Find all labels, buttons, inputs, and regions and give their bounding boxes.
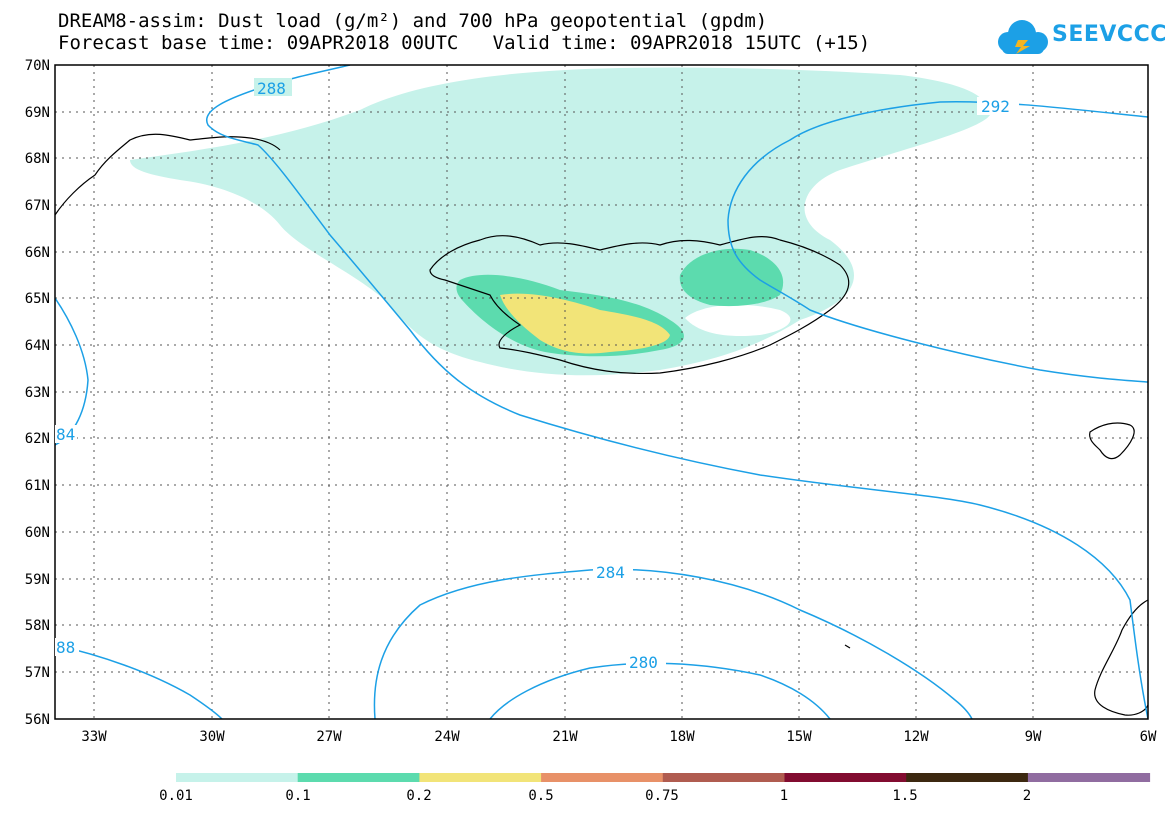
contour-label-280: 280 (629, 653, 658, 672)
legend-label: 0.75 (645, 788, 679, 804)
legend-labels: 0.01 0.1 0.2 0.5 0.75 1 1.5 2 (159, 788, 1031, 804)
iceland-coast (429, 235, 850, 375)
legend-swatch (297, 773, 420, 782)
legend-label: 2 (1023, 788, 1031, 804)
lon-label: 30W (199, 729, 225, 745)
lat-label: 57N (25, 665, 50, 681)
lon-label: 12W (903, 729, 929, 745)
legend-label: 0.5 (528, 788, 553, 804)
legend-swatch (176, 773, 299, 782)
contour-288 (205, 65, 1148, 719)
lat-label: 65N (25, 291, 50, 307)
legend-label: 0.2 (406, 788, 431, 804)
contour-label-284: 284 (596, 563, 625, 582)
legend-swatch (419, 773, 542, 782)
lat-label: 62N (25, 431, 50, 447)
lat-label: 63N (25, 385, 50, 401)
lon-label: 24W (434, 729, 460, 745)
map-plot-area (55, 65, 1148, 719)
lat-axis: 70N 69N 68N 67N 66N 65N 64N 63N 62N 61N … (25, 58, 50, 728)
lat-label: 59N (25, 572, 50, 588)
contour-labels: 288 292 84 284 280 88 (55, 78, 1019, 672)
lon-label: 6W (1140, 729, 1157, 745)
lat-label: 61N (25, 478, 50, 494)
legend-label: 0.1 (285, 788, 310, 804)
dust-layer-0.2 (500, 293, 670, 354)
contour-label-84: 84 (56, 425, 75, 444)
contour-280 (489, 662, 831, 719)
legend-swatch (1027, 773, 1151, 782)
map-subtitle: Forecast base time: 09APR2018 00UTC Vali… (58, 32, 871, 54)
dust-layer-0.1-east (679, 248, 784, 307)
lat-label: 69N (25, 105, 50, 121)
legend-label: 1 (780, 788, 788, 804)
scotland-coast (1094, 599, 1148, 716)
lat-label: 56N (25, 712, 50, 728)
lon-label: 9W (1025, 729, 1042, 745)
legend-swatch (906, 773, 1029, 782)
lat-label: 60N (25, 525, 50, 541)
legend-label: 0.01 (159, 788, 193, 804)
legend-swatch (541, 773, 664, 782)
shetland-coast (1089, 422, 1135, 460)
greenland-coast (55, 133, 281, 216)
lon-label: 15W (786, 729, 812, 745)
legend-swatch (784, 773, 907, 782)
contour-label-292: 292 (981, 97, 1010, 116)
lat-label: 68N (25, 151, 50, 167)
logo-text: SEEVCCC (1052, 22, 1167, 47)
lon-label: 27W (316, 729, 342, 745)
legend-swatch (662, 773, 785, 782)
legend-label: 1.5 (892, 788, 917, 804)
cloud-icon (998, 20, 1048, 54)
lon-axis: 33W 30W 27W 24W 21W 18W 15W 12W 9W 6W (81, 729, 1157, 745)
contour-label-88: 88 (56, 638, 75, 657)
dust-gap (685, 304, 791, 337)
lat-label: 67N (25, 198, 50, 214)
contour-284-west (55, 297, 89, 446)
contour-288-southwest (55, 644, 223, 719)
dust-layer-0.01 (130, 67, 990, 376)
lat-label: 64N (25, 338, 50, 354)
contour-284 (373, 568, 973, 719)
lat-label: 66N (25, 245, 50, 261)
legend-colorbar (176, 773, 1151, 782)
lat-label: 58N (25, 618, 50, 634)
map-title: DREAM8-assim: Dust load (g/m²) and 700 h… (58, 10, 768, 32)
contour-label-288: 288 (257, 79, 286, 98)
map-frame (54, 64, 1149, 720)
lon-label: 21W (552, 729, 578, 745)
lon-label: 33W (81, 729, 107, 745)
lon-label: 18W (669, 729, 695, 745)
coastline (55, 65, 1148, 716)
lat-label: 70N (25, 58, 50, 74)
faroe-islands (844, 644, 851, 649)
contour-292 (727, 101, 1148, 383)
